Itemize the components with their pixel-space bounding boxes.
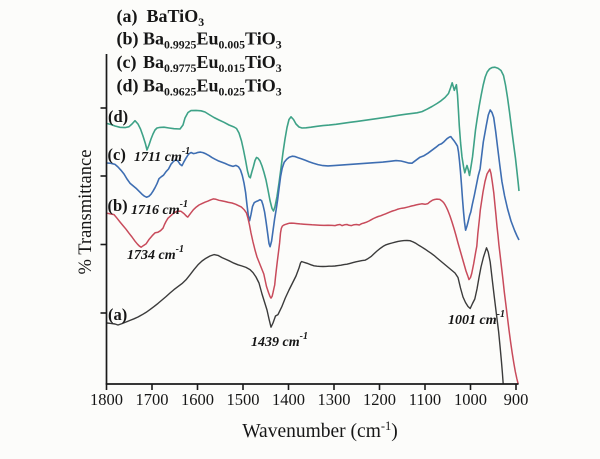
svg-text:1734 cm-1: 1734 cm-1 <box>127 244 184 263</box>
svg-text:(d): (d) <box>117 75 139 96</box>
svg-text:% Transmittance: % Transmittance <box>76 150 96 275</box>
svg-text:1000: 1000 <box>454 390 487 409</box>
svg-text:(b): (b) <box>117 29 139 50</box>
svg-text:Ba0.9925Eu0.005TiO3: Ba0.9925Eu0.005TiO3 <box>143 29 282 52</box>
svg-text:1600: 1600 <box>181 390 214 409</box>
svg-text:(c): (c) <box>108 145 126 164</box>
svg-text:1200: 1200 <box>363 390 396 409</box>
svg-text:1439 cm-1: 1439 cm-1 <box>251 331 308 350</box>
svg-text:1001 cm-1: 1001 cm-1 <box>448 309 505 328</box>
svg-text:(a): (a) <box>117 6 138 27</box>
svg-text:(b): (b) <box>108 196 128 215</box>
svg-text:1800: 1800 <box>90 390 123 409</box>
svg-text:Ba0.9775Eu0.015TiO3: Ba0.9775Eu0.015TiO3 <box>143 52 282 75</box>
svg-text:1100: 1100 <box>409 390 441 409</box>
svg-text:(c): (c) <box>117 52 137 73</box>
svg-text:Ba0.9625Eu0.025TiO3: Ba0.9625Eu0.025TiO3 <box>143 75 282 98</box>
svg-text:BaTiO3: BaTiO3 <box>147 6 205 29</box>
svg-text:1500: 1500 <box>227 390 260 409</box>
svg-text:1716 cm-1: 1716 cm-1 <box>131 199 188 218</box>
svg-text:1711 cm-1: 1711 cm-1 <box>134 146 190 165</box>
svg-text:1300: 1300 <box>318 390 351 409</box>
svg-text:1700: 1700 <box>136 390 169 409</box>
svg-text:900: 900 <box>504 390 529 409</box>
svg-text:(d): (d) <box>108 107 128 126</box>
svg-text:(a): (a) <box>108 305 127 324</box>
svg-text:1400: 1400 <box>272 390 305 409</box>
svg-text:Wavenumber (cm-1): Wavenumber (cm-1) <box>242 419 398 442</box>
